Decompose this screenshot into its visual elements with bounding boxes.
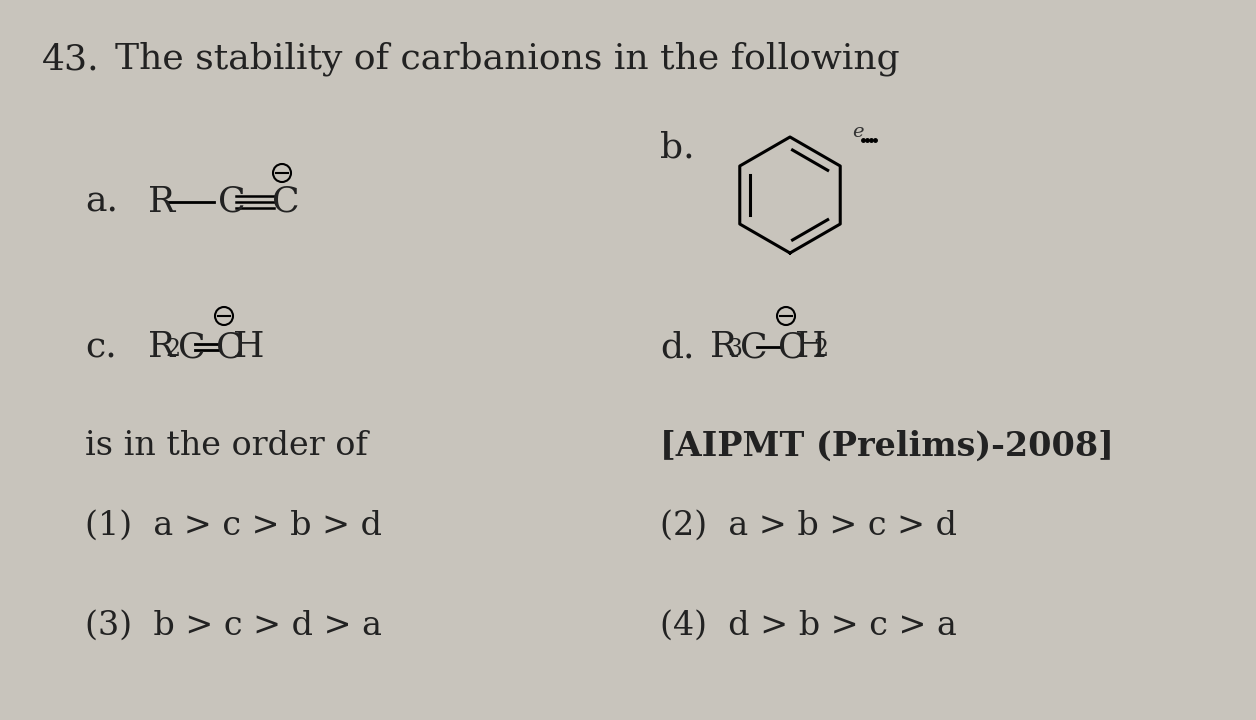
Text: R: R	[148, 330, 176, 364]
Text: b.: b.	[659, 130, 695, 164]
Text: R: R	[710, 330, 737, 364]
Text: 2: 2	[813, 338, 828, 361]
Text: C: C	[178, 330, 206, 364]
Text: (2)  a > b > c > d: (2) a > b > c > d	[659, 510, 957, 542]
Text: 2: 2	[165, 338, 180, 361]
Text: H: H	[795, 330, 826, 364]
Text: 43.: 43.	[41, 42, 99, 76]
Text: H: H	[234, 330, 265, 364]
Text: C: C	[273, 185, 300, 219]
Text: 3: 3	[727, 338, 742, 361]
Text: (4)  d > b > c > a: (4) d > b > c > a	[659, 610, 957, 642]
Text: e: e	[852, 123, 864, 141]
Text: (3)  b > c > d > a: (3) b > c > d > a	[85, 610, 382, 642]
Text: The stability of carbanions in the following: The stability of carbanions in the follo…	[116, 42, 899, 76]
Text: [AIPMT (Prelims)-2008]: [AIPMT (Prelims)-2008]	[659, 430, 1114, 463]
Text: C: C	[219, 185, 246, 219]
Text: C: C	[740, 330, 767, 364]
Text: is in the order of: is in the order of	[85, 430, 368, 462]
Text: R: R	[148, 185, 176, 219]
Text: c.: c.	[85, 330, 117, 364]
Text: a.: a.	[85, 185, 118, 219]
Text: (1)  a > c > b > d: (1) a > c > b > d	[85, 510, 382, 542]
Text: C: C	[777, 330, 805, 364]
Text: C: C	[216, 330, 244, 364]
Text: d.: d.	[659, 330, 695, 364]
